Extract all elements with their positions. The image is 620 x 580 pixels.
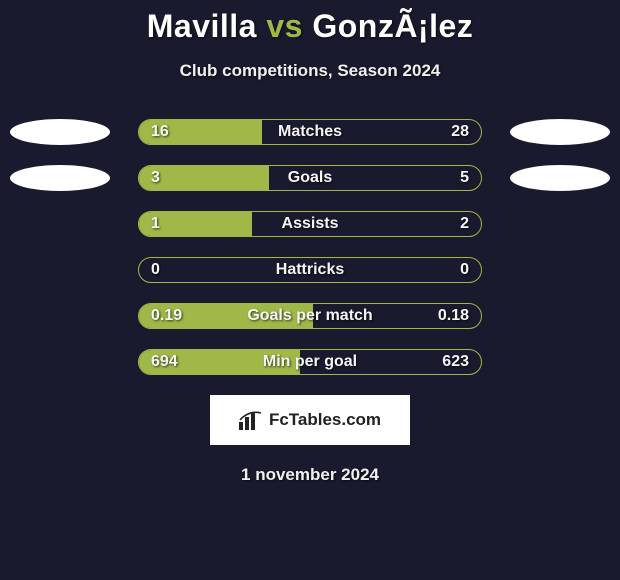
stat-bar: 3 Goals 5 xyxy=(138,165,482,191)
comparison-card: Mavilla vs GonzÃ¡lez Club competitions, … xyxy=(0,0,620,485)
stat-value-right: 0 xyxy=(460,261,469,279)
player2-name: GonzÃ¡lez xyxy=(312,8,473,44)
stat-label: Assists xyxy=(282,215,339,233)
subtitle: Club competitions, Season 2024 xyxy=(0,61,620,81)
stat-value-left: 0 xyxy=(151,261,160,279)
brand-badge: FcTables.com xyxy=(210,395,410,445)
stat-rows: 16 Matches 28 3 Goals 5 1 Assists 2 0 Hattricks 0 0.… xyxy=(0,119,620,375)
stat-value-left: 0.19 xyxy=(151,307,182,325)
stat-row: 0.19 Goals per match 0.18 xyxy=(0,303,620,329)
player2-badge xyxy=(510,119,610,145)
stat-bar: 16 Matches 28 xyxy=(138,119,482,145)
vs-word: vs xyxy=(266,8,303,44)
stat-label: Min per goal xyxy=(263,353,357,371)
player1-name: Mavilla xyxy=(147,8,257,44)
footer-date: 1 november 2024 xyxy=(0,465,620,485)
player1-badge xyxy=(10,119,110,145)
stat-bar: 0 Hattricks 0 xyxy=(138,257,482,283)
stat-value-right: 623 xyxy=(442,353,469,371)
stat-value-right: 28 xyxy=(451,123,469,141)
stat-value-right: 5 xyxy=(460,169,469,187)
stat-label: Goals xyxy=(288,169,332,187)
stat-value-left: 16 xyxy=(151,123,169,141)
brand-text: FcTables.com xyxy=(269,410,381,430)
stat-row: 1 Assists 2 xyxy=(0,211,620,237)
player2-badge xyxy=(510,165,610,191)
bars-icon xyxy=(239,410,263,430)
stat-row: 0 Hattricks 0 xyxy=(0,257,620,283)
stat-label: Hattricks xyxy=(276,261,344,279)
stat-label: Goals per match xyxy=(247,307,372,325)
stat-value-left: 3 xyxy=(151,169,160,187)
stat-bar: 0.19 Goals per match 0.18 xyxy=(138,303,482,329)
stat-row: 16 Matches 28 xyxy=(0,119,620,145)
stat-bar: 1 Assists 2 xyxy=(138,211,482,237)
stat-row: 694 Min per goal 623 xyxy=(0,349,620,375)
stat-value-left: 694 xyxy=(151,353,178,371)
stat-row: 3 Goals 5 xyxy=(0,165,620,191)
page-title: Mavilla vs GonzÃ¡lez xyxy=(0,8,620,45)
player1-badge xyxy=(10,165,110,191)
stat-bar: 694 Min per goal 623 xyxy=(138,349,482,375)
stat-value-left: 1 xyxy=(151,215,160,233)
stat-label: Matches xyxy=(278,123,342,141)
stat-value-right: 2 xyxy=(460,215,469,233)
stat-value-right: 0.18 xyxy=(438,307,469,325)
